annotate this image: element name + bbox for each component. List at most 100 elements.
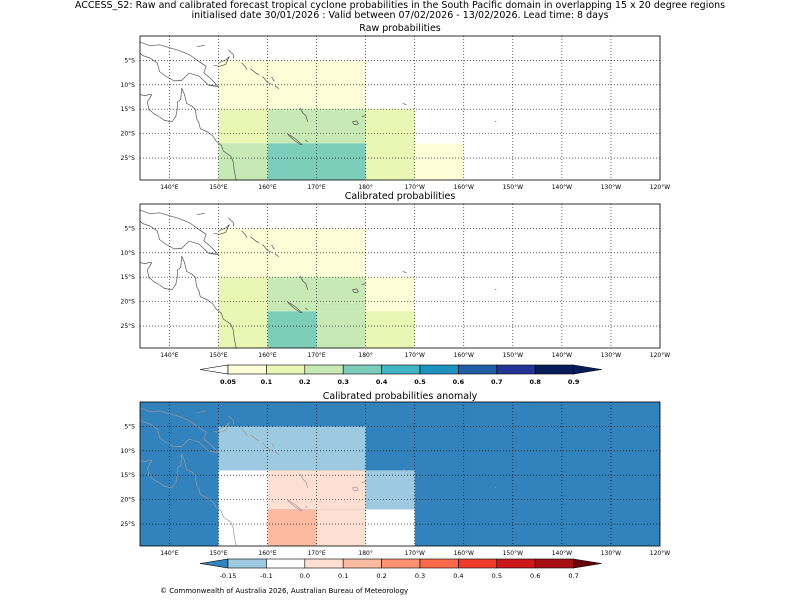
colorbar-label: 0.3 <box>337 378 349 386</box>
colorbar-segment <box>266 364 306 375</box>
latitude-label: 10°S <box>121 250 136 257</box>
probability-cell <box>218 470 268 546</box>
colorbar-segment <box>534 364 574 375</box>
colorbar-label: 0.6 <box>453 378 465 386</box>
colorbar-label: 0.5 <box>414 378 426 386</box>
longitude-label: 170°W <box>405 550 425 557</box>
coastline <box>241 230 248 238</box>
latitude-label: 25°S <box>121 155 136 162</box>
colorbar-label: 0.2 <box>299 378 311 386</box>
coastline <box>140 256 183 291</box>
panel-title-calibrated: Calibrated probabilities <box>344 191 456 202</box>
longitude-label: 170°E <box>307 352 325 359</box>
longitude-label: 140°E <box>160 550 178 557</box>
coastline <box>181 256 237 348</box>
colorbar-label: -0.15 <box>220 572 237 580</box>
colorbar-segment <box>419 558 459 569</box>
probability-cell <box>218 426 366 471</box>
coastline <box>299 473 309 489</box>
colorbar-label: 0.6 <box>530 572 540 580</box>
map-frame <box>139 203 661 349</box>
coastline <box>271 76 275 82</box>
longitude-label: 160°E <box>258 184 276 191</box>
longitude-label: 180° <box>358 352 372 359</box>
colorbar-segment <box>458 558 498 569</box>
coastline <box>287 499 303 512</box>
copyright-footer: © Commonwealth of Australia 2026, Austra… <box>160 587 409 595</box>
longitude-label: 120°W <box>650 352 670 359</box>
colorbar-segment <box>381 558 421 569</box>
latitude-label: 25°S <box>121 323 136 330</box>
coastline <box>274 253 280 257</box>
panel-title-raw: Raw probabilities <box>359 23 441 34</box>
colorbar-1: -0.15 -0.1 0.0 0.1 0.2 0.3 0.4 0.5 0.6 0.7 <box>199 558 602 580</box>
probability-cell <box>316 509 366 546</box>
latitude-label: 20°S <box>121 497 136 504</box>
probability-cell <box>218 277 268 348</box>
coastline <box>305 140 308 142</box>
longitude-label: 180° <box>358 550 372 557</box>
coastline <box>241 62 248 70</box>
coastline <box>181 88 237 180</box>
colorbar-label: 0.8 <box>529 378 541 386</box>
colorbar-label: 0.7 <box>491 378 503 386</box>
probability-cell <box>267 143 366 180</box>
longitude-label: 140°W <box>552 352 572 359</box>
coastline <box>271 244 275 250</box>
longitude-label: 140°W <box>552 550 572 557</box>
coastline <box>210 84 217 87</box>
coastline <box>402 103 407 106</box>
latitude-label: 15°S <box>121 106 136 113</box>
colorbar-extend-low <box>199 364 229 375</box>
longitude-label: 150°E <box>209 184 227 191</box>
coastline <box>352 120 359 126</box>
coastline <box>262 442 272 451</box>
colorbar-segment <box>342 364 382 375</box>
map-panel-0: 5°S 10°S 15°S 20°S 25°S 140°E 150°E 160°E 170°E 1… <box>121 35 670 191</box>
colorbar-label: 0.9 <box>568 378 580 386</box>
coastline <box>262 76 272 85</box>
coastline <box>250 68 260 76</box>
longitude-label: 130°W <box>601 352 621 359</box>
coastline <box>361 115 366 117</box>
coastline <box>287 301 303 314</box>
map-panel-1: 5°S 10°S 15°S 20°S 25°S 140°E 150°E 160°E 170°E 1… <box>121 203 670 359</box>
probability-cell <box>414 143 464 180</box>
longitude-label: 160°E <box>258 550 276 557</box>
longitude-label: 130°W <box>601 550 621 557</box>
colorbar-segment <box>266 558 306 569</box>
probability-cell <box>218 228 366 278</box>
coastline <box>299 275 309 291</box>
coastline <box>228 217 235 227</box>
probability-cell <box>218 109 268 144</box>
colorbar-label: 0.5 <box>492 572 502 580</box>
coastline <box>274 451 280 455</box>
coastline <box>271 442 275 448</box>
colorbar-label: 0.0 <box>300 572 310 580</box>
colorbar-segment <box>304 558 344 569</box>
latitude-label: 25°S <box>121 521 136 528</box>
coastline <box>402 271 407 274</box>
longitude-label: 160°W <box>454 184 474 191</box>
coastline <box>140 209 220 256</box>
longitude-label: 150°W <box>503 550 523 557</box>
colorbar-label: 0.7 <box>568 572 578 580</box>
colorbar-segment <box>458 364 498 375</box>
latitude-label: 20°S <box>121 131 136 138</box>
coastline <box>181 454 237 546</box>
colorbar-label: 0.05 <box>220 378 237 386</box>
latitude-label: 15°S <box>121 274 136 281</box>
longitude-label: 150°E <box>209 352 227 359</box>
coastline <box>352 288 359 294</box>
coastline <box>494 486 497 489</box>
coastline <box>494 288 497 291</box>
longitude-label: 140°E <box>160 184 178 191</box>
coastline <box>250 236 260 244</box>
map-frame <box>139 401 661 547</box>
coastline <box>228 415 235 425</box>
colorbar-segment <box>342 558 382 569</box>
probability-cell <box>365 311 415 348</box>
coastline <box>287 133 303 146</box>
coastline <box>299 107 309 123</box>
